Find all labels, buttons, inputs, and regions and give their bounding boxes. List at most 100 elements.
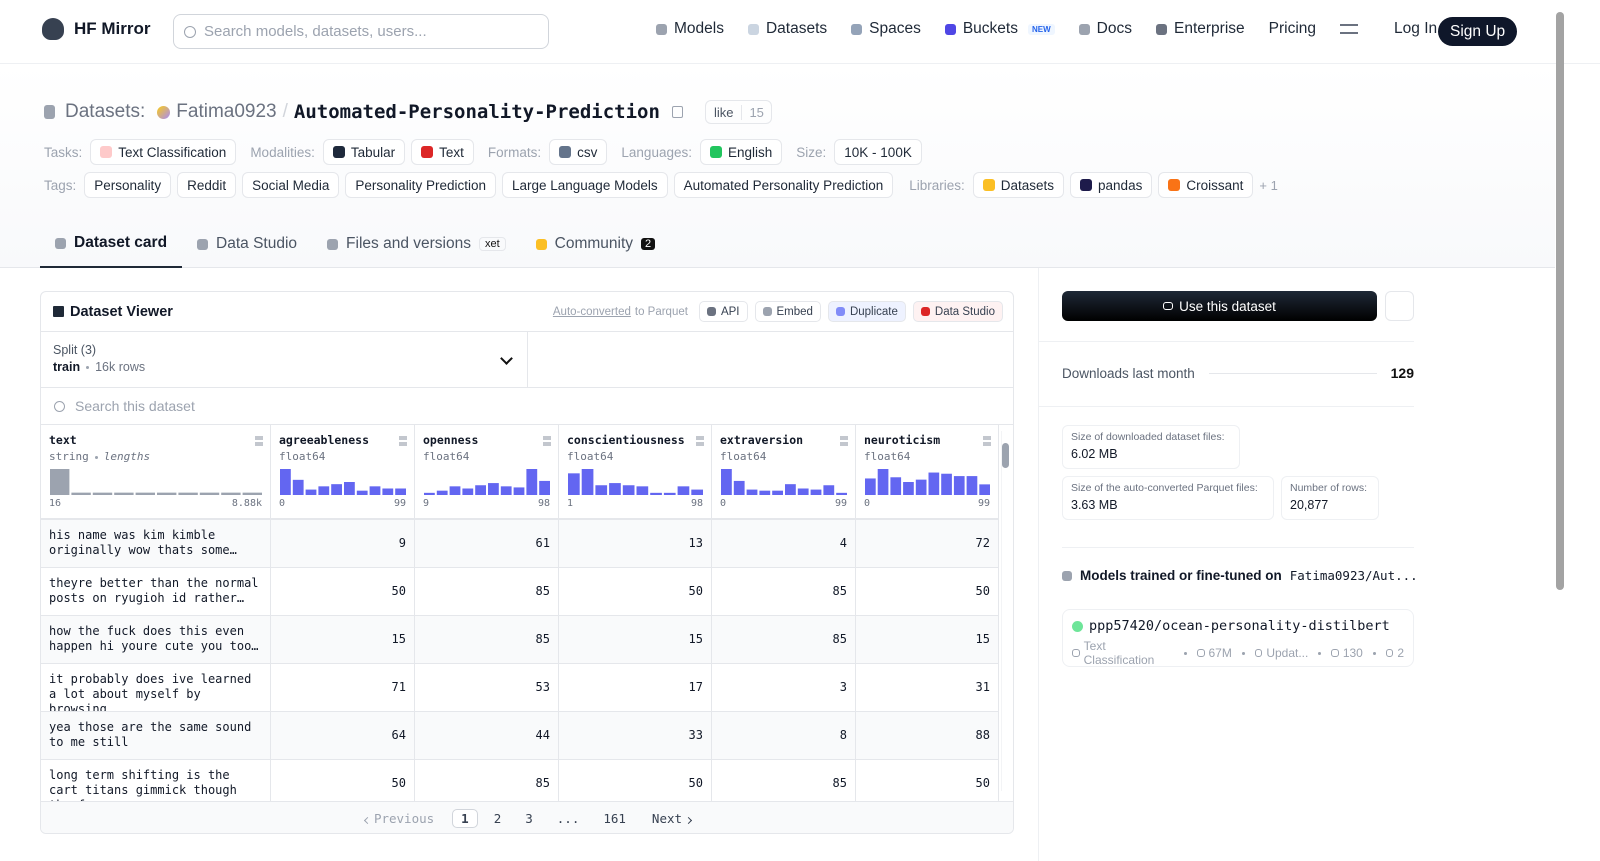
hr <box>1062 547 1414 548</box>
chip[interactable]: Large Language Models <box>501 172 668 198</box>
page-number[interactable]: 1 <box>452 809 478 828</box>
scroll-thumb <box>1002 443 1009 468</box>
signup[interactable]: Sign Up <box>1438 17 1518 46</box>
divider <box>1038 268 1039 861</box>
nav-link[interactable]: Spaces <box>851 20 921 38</box>
nav-link[interactable]: Datasets <box>747 20 827 38</box>
tab[interactable]: Dataset card <box>40 220 183 268</box>
brand[interactable]: HF Mirror <box>42 18 151 40</box>
table-cell: it probably does ive learned a lot about… <box>41 664 271 712</box>
viewer-button[interactable]: Data Studio <box>912 301 1003 322</box>
range-min: 1 <box>567 498 574 509</box>
table-cell: 31 <box>856 664 999 712</box>
chip[interactable]: csv <box>549 139 608 165</box>
column-name[interactable]: extraversion <box>720 433 804 447</box>
meta-label: Tags: <box>44 177 77 193</box>
page-ellipsis: ... <box>556 811 580 826</box>
viewer-button-label: API <box>720 305 740 318</box>
icon <box>1155 23 1167 35</box>
search-icon <box>54 400 65 412</box>
search-placeholder: Search models, datasets, users... <box>204 23 427 40</box>
chip[interactable]: Text Classification <box>90 139 237 165</box>
histogram-bar <box>903 482 914 495</box>
histogram-bar <box>305 489 317 495</box>
chip[interactable]: pandas <box>1070 172 1153 198</box>
histogram-bar <box>526 469 538 495</box>
dataset-name[interactable]: Automated-Personality-Prediction <box>293 101 660 123</box>
chip[interactable]: Personality <box>84 172 172 198</box>
chip[interactable]: Social Media <box>242 172 340 198</box>
chip[interactable]: Text <box>411 139 474 165</box>
auto-converted-link[interactable]: Auto-converted <box>552 305 631 318</box>
use-dataset-button[interactable]: Use this dataset <box>1062 291 1377 321</box>
histogram-bar <box>836 492 847 495</box>
page-number[interactable]: 161 <box>603 811 626 826</box>
icon <box>559 146 572 158</box>
like-button[interactable]: like 15 <box>704 100 772 124</box>
stat-value: 3.63 MB <box>1071 498 1118 512</box>
tab[interactable]: Data Studio <box>182 220 312 268</box>
datasets-prefix: Datasets: <box>65 101 146 122</box>
nav-link[interactable]: Buckets NEW <box>944 20 1055 38</box>
icon <box>421 146 434 158</box>
table-cell: 17 <box>559 664 712 712</box>
tab[interactable]: Community 2 <box>521 220 671 268</box>
histogram-bar <box>292 479 304 495</box>
chip-label: Personality Prediction <box>355 177 486 193</box>
model-card[interactable]: ppp57420/ocean-personality-distilbert Tex… <box>1062 609 1414 667</box>
column-header: text string lengths 16 8.88k <box>41 425 271 520</box>
owner[interactable]: Fatima0923 <box>176 101 277 122</box>
column-name[interactable]: neuroticism <box>864 433 941 447</box>
histogram-range: 0 99 <box>864 498 990 509</box>
viewer-button[interactable]: Duplicate <box>827 301 906 322</box>
page-number[interactable]: 2 <box>493 811 502 826</box>
chip-label: English <box>727 144 773 160</box>
split-label: Split (3) <box>53 343 97 357</box>
login[interactable]: Log In <box>1394 20 1438 37</box>
nav-link[interactable]: Enterprise <box>1155 20 1245 38</box>
meta-label: Size: <box>796 144 827 160</box>
chip[interactable]: 10K - 100K <box>834 139 922 165</box>
tab-label: Data Studio <box>216 235 298 252</box>
nav-link[interactable]: Pricing <box>1269 20 1316 38</box>
column-name[interactable]: conscientiousness <box>567 433 685 447</box>
histogram-bar <box>928 472 940 495</box>
nav-link[interactable]: Models <box>656 20 724 38</box>
tab[interactable]: Files and versions xet <box>312 220 521 268</box>
split-selector[interactable]: Split (3) train 16k rows <box>41 332 528 388</box>
model-name: ppp57420/ocean-personality-distilbert <box>1089 618 1390 634</box>
nav-link[interactable]: Docs <box>1078 20 1132 38</box>
chip-label: Tabular <box>350 144 396 160</box>
more-button[interactable] <box>1385 291 1414 321</box>
copy-icon[interactable] <box>671 106 683 118</box>
new-badge: NEW <box>1027 23 1055 35</box>
table-cell: 85 <box>415 568 559 616</box>
chip[interactable]: Croissant <box>1158 172 1254 198</box>
column-header: neuroticism float64 0 99 <box>856 425 999 520</box>
chevron <box>684 816 693 825</box>
chip[interactable]: English <box>699 139 783 165</box>
range-max: 8.88k <box>231 498 262 509</box>
chip[interactable]: Tabular <box>322 139 406 165</box>
chip[interactable]: Automated Personality Prediction <box>673 172 894 198</box>
range-max: 98 <box>690 498 703 509</box>
models-heading: Models trained or fine-tuned on Fatima092… <box>1062 568 1418 583</box>
histogram <box>280 469 406 495</box>
meta-label: Modalities: <box>250 144 315 160</box>
sort-icon <box>399 436 407 446</box>
chip[interactable]: Reddit <box>177 172 237 198</box>
chip[interactable]: Personality Prediction <box>345 172 496 198</box>
column-name[interactable]: openness <box>423 433 479 447</box>
icon <box>1078 23 1090 35</box>
icon <box>55 237 66 249</box>
search-box[interactable]: Search models, datasets, users... <box>173 14 549 49</box>
column-name[interactable]: agreeableness <box>279 433 370 447</box>
menu-icon[interactable] <box>1340 24 1359 34</box>
column-name[interactable]: text <box>49 433 77 447</box>
page-next[interactable]: Next <box>652 811 695 826</box>
viewer-button[interactable]: API <box>698 301 748 322</box>
viewer-button[interactable]: Embed <box>754 301 821 322</box>
page-number[interactable]: 3 <box>525 811 533 826</box>
dataset-search[interactable]: Search this dataset <box>41 388 1013 425</box>
chip[interactable]: Datasets <box>972 172 1065 198</box>
